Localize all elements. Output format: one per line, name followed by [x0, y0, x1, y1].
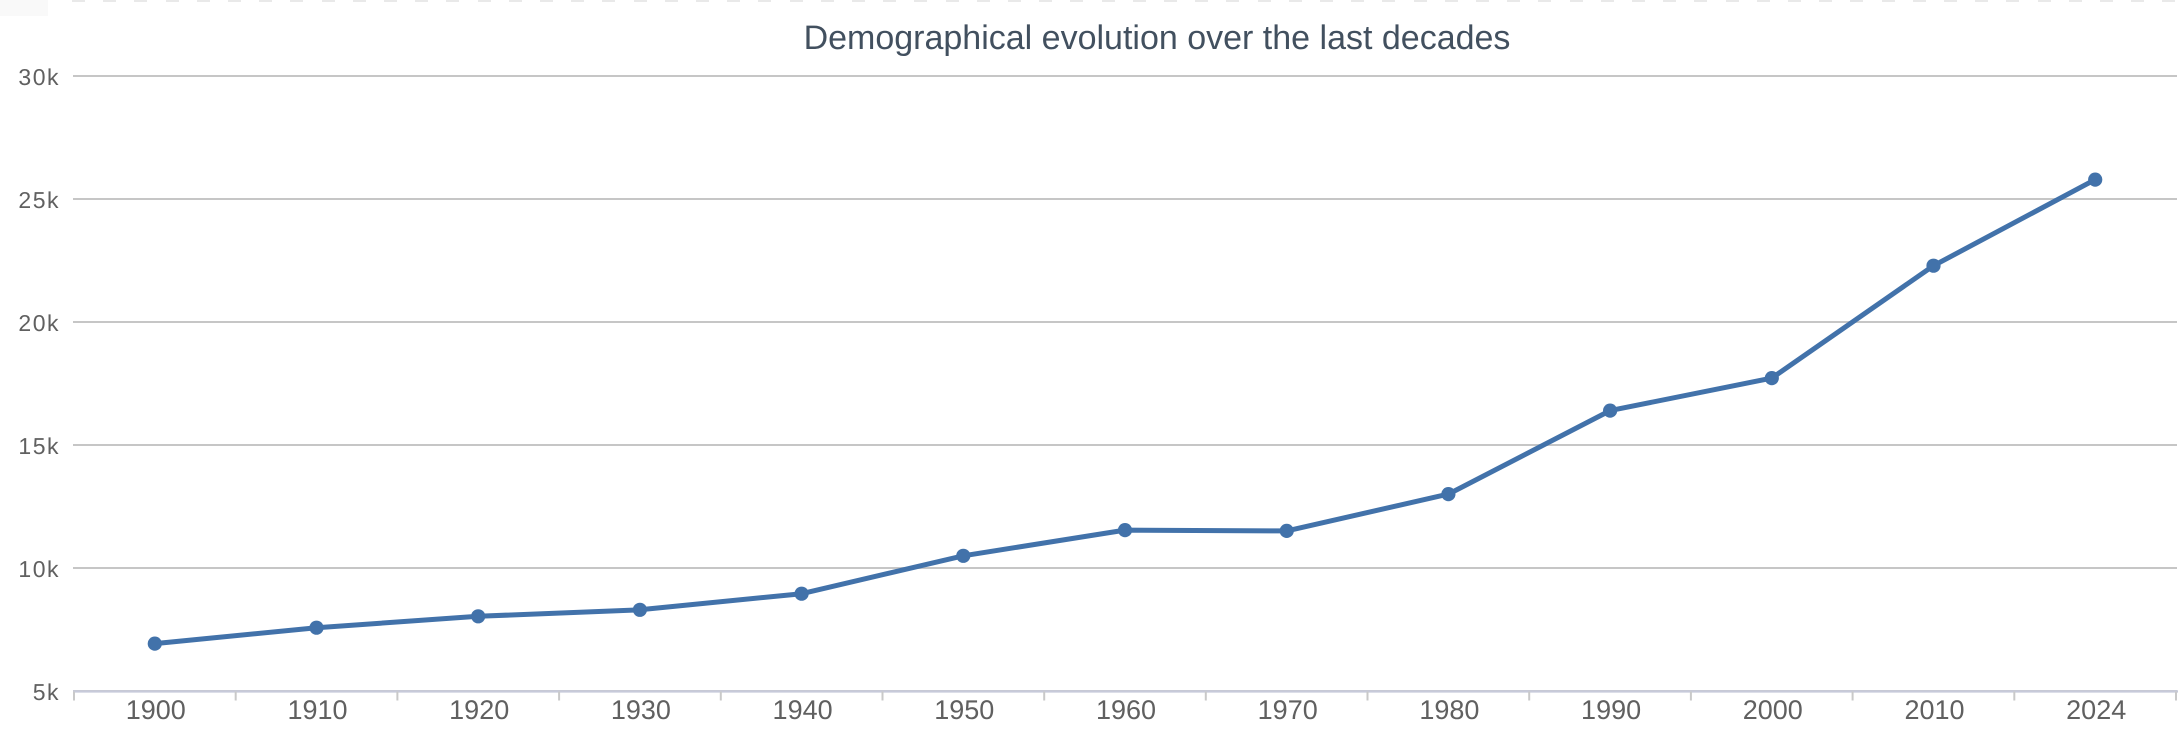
svg-text:Demographical evolution over t: Demographical evolution over the last de…: [804, 19, 1511, 57]
svg-text:1970: 1970: [1258, 695, 1318, 725]
svg-text:25k: 25k: [18, 187, 60, 213]
svg-text:1980: 1980: [1419, 695, 1479, 725]
svg-text:5k: 5k: [33, 679, 60, 705]
svg-text:1930: 1930: [611, 695, 671, 725]
svg-text:2000: 2000: [1743, 695, 1803, 725]
svg-text:30k: 30k: [18, 64, 60, 90]
svg-text:2010: 2010: [1904, 695, 1964, 725]
svg-text:1990: 1990: [1581, 695, 1641, 725]
svg-text:1950: 1950: [934, 695, 994, 725]
svg-text:1920: 1920: [449, 695, 509, 725]
svg-text:1910: 1910: [287, 695, 347, 725]
svg-text:15k: 15k: [18, 433, 60, 459]
svg-text:1940: 1940: [773, 695, 833, 725]
svg-text:2024: 2024: [2066, 695, 2126, 725]
svg-text:20k: 20k: [18, 310, 60, 336]
svg-text:10k: 10k: [18, 556, 60, 582]
svg-text:1960: 1960: [1096, 695, 1156, 725]
svg-text:1900: 1900: [126, 695, 186, 725]
